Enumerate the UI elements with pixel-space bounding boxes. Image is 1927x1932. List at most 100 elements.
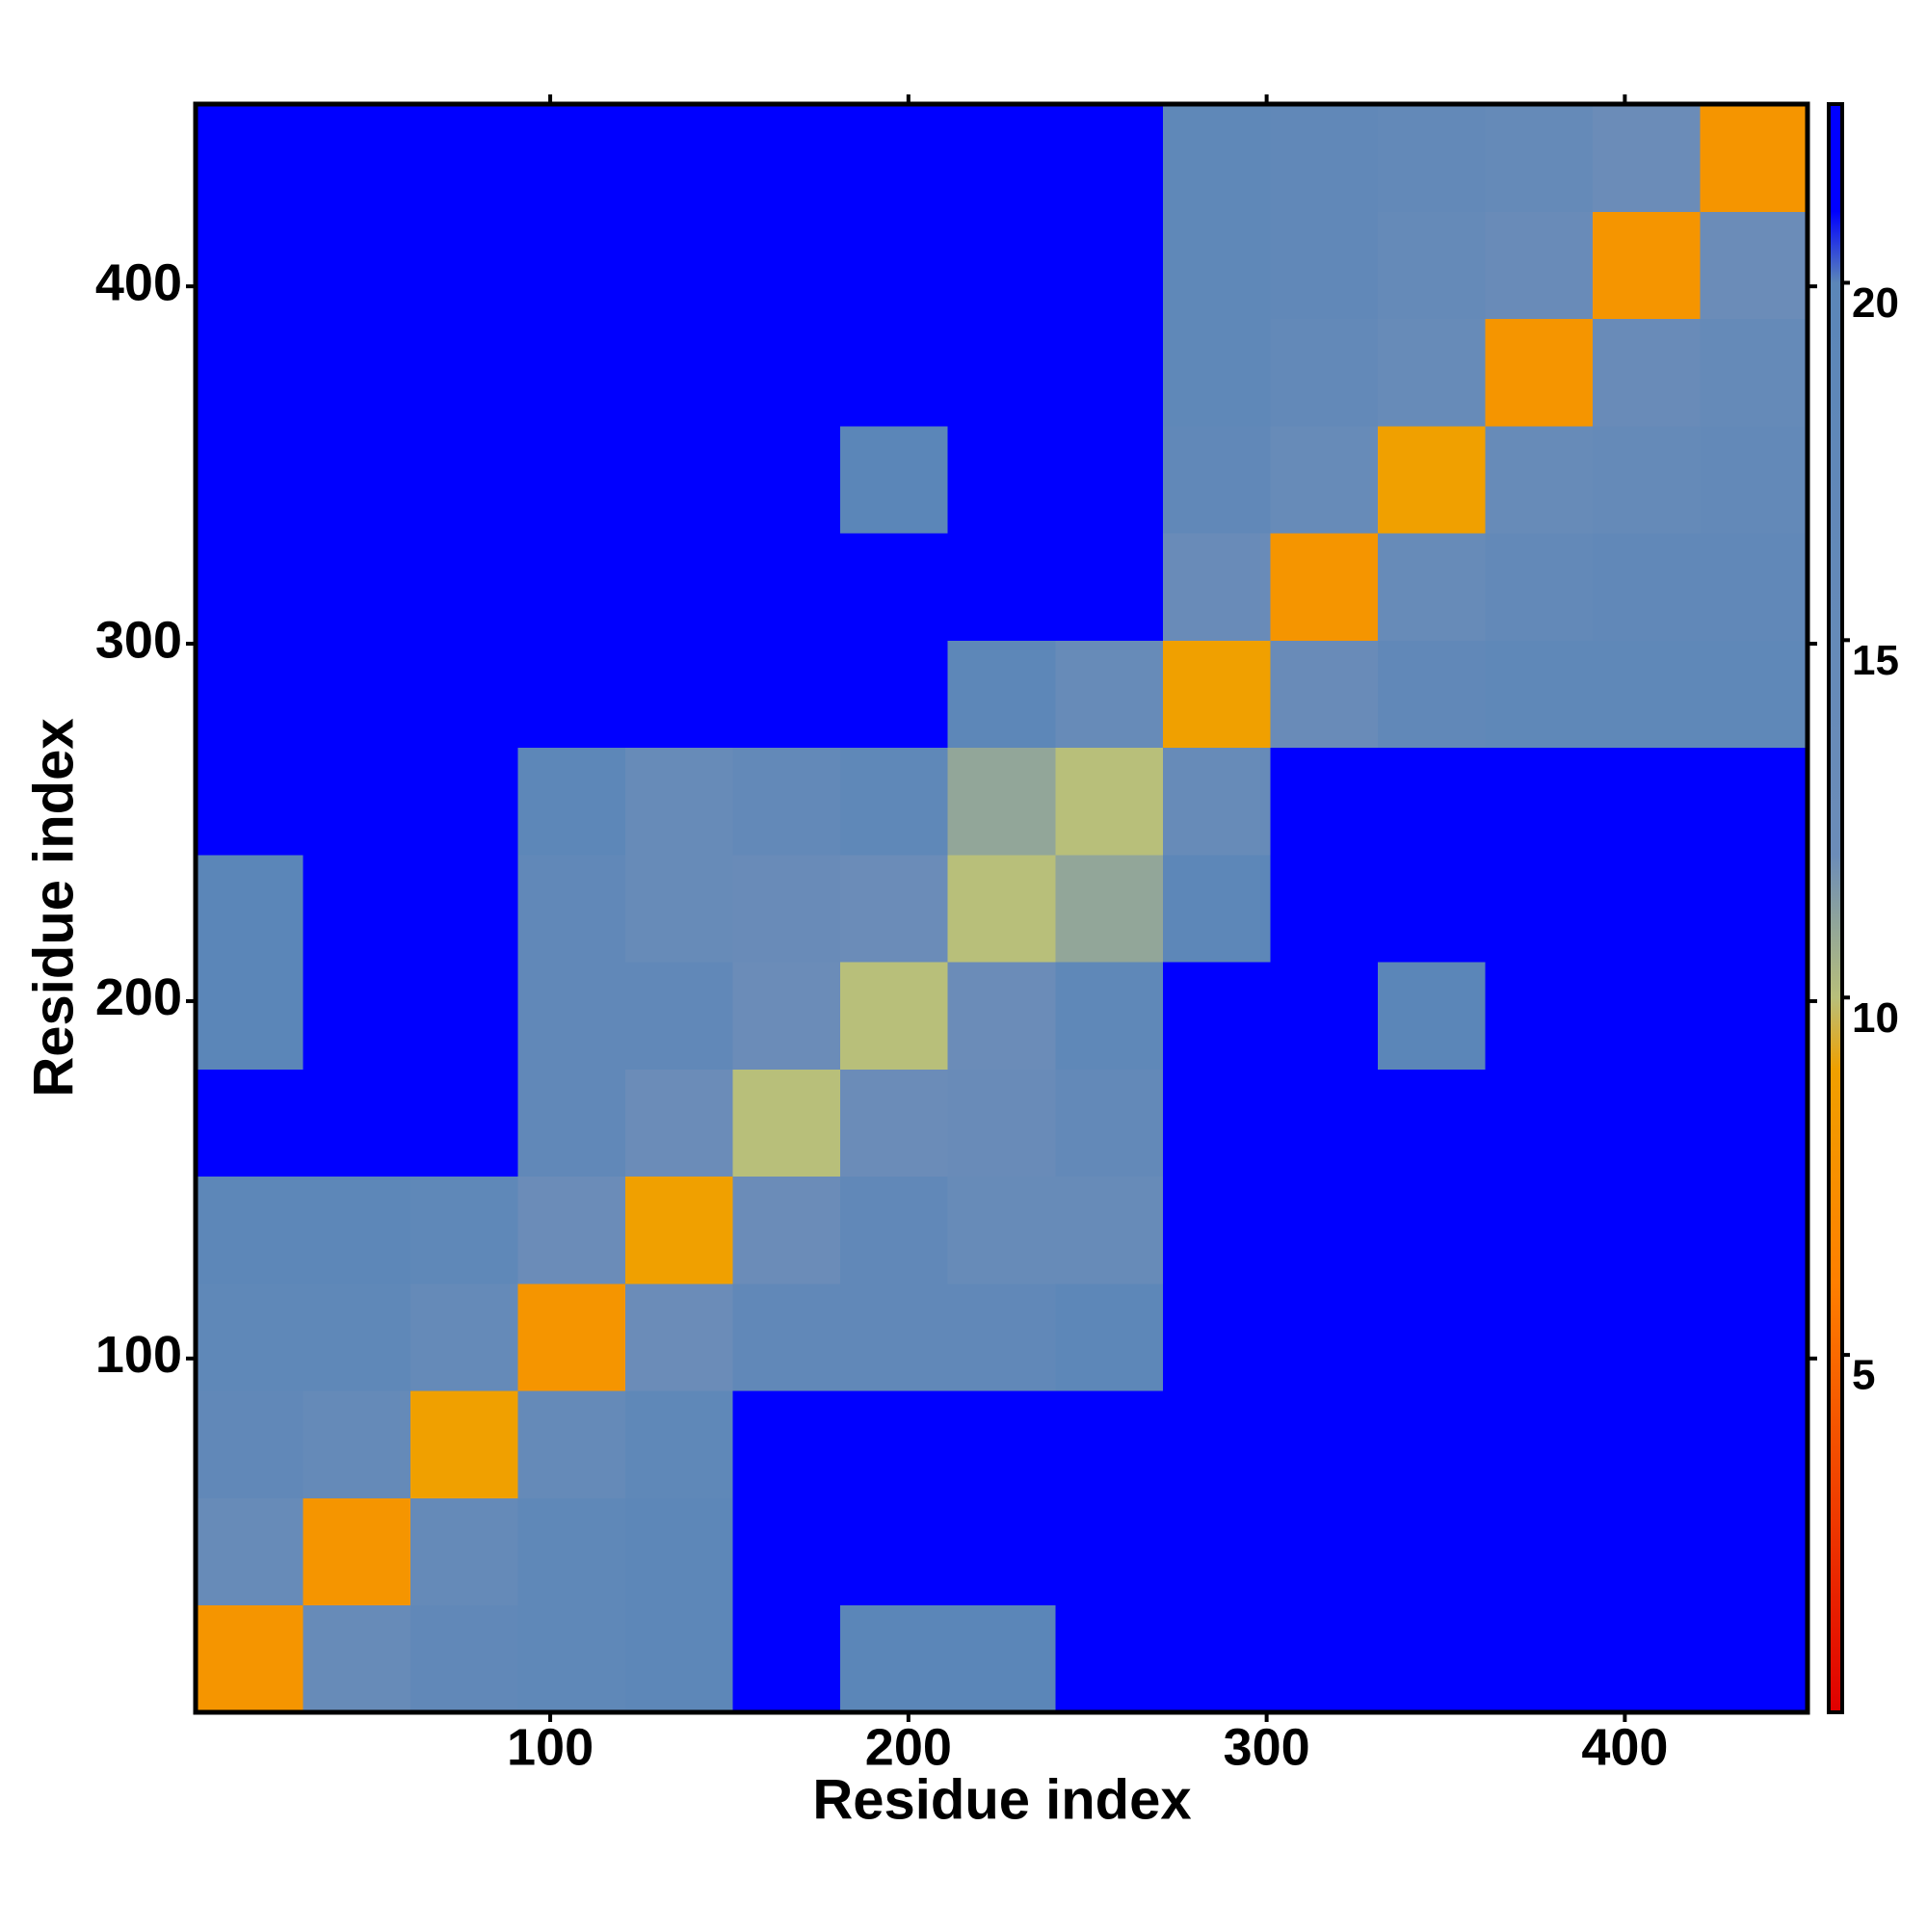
heatmap-cell (625, 1069, 734, 1178)
heatmap-cell (303, 1283, 411, 1391)
heatmap-cell (1485, 211, 1594, 320)
heatmap-cell (1377, 1390, 1486, 1498)
heatmap-cell (625, 1390, 734, 1498)
heatmap-cell (1377, 747, 1486, 856)
heatmap-cell (840, 640, 949, 749)
heatmap-cell (196, 211, 304, 320)
heatmap-cell (410, 1497, 519, 1606)
heatmap-cell (840, 318, 949, 427)
heatmap-cell (1485, 1176, 1594, 1284)
heatmap-cell (1592, 1176, 1701, 1284)
heatmap-cell (625, 1283, 734, 1391)
heatmap-cell (410, 318, 519, 427)
heatmap-cell (947, 104, 1056, 212)
y-tick-label: 200 (95, 968, 182, 1026)
heatmap-cell (840, 747, 949, 856)
heatmap-cell (732, 1497, 841, 1606)
heatmap-cell (1700, 211, 1808, 320)
heatmap-cell (947, 640, 1056, 749)
heatmap-cell (196, 1390, 304, 1498)
heatmap-cell (1055, 1390, 1164, 1498)
heatmap-cell (1485, 962, 1594, 1070)
heatmap-cell (1055, 1604, 1164, 1713)
heatmap-cell (303, 1390, 411, 1498)
colorbar-tick-label: 15 (1852, 637, 1899, 684)
heatmap-cell (1377, 640, 1486, 749)
heatmap-cell (1700, 640, 1808, 749)
heatmap-cell (947, 1497, 1056, 1606)
heatmap-cell (1055, 1283, 1164, 1391)
heatmap-cell (1055, 533, 1164, 641)
heatmap-cell (732, 1604, 841, 1713)
heatmap-cell (1377, 854, 1486, 963)
heatmap-cell (1270, 318, 1379, 427)
heatmap-cell (1700, 1176, 1808, 1284)
heatmap-cell (947, 1283, 1056, 1391)
x-tick-label: 100 (507, 1718, 594, 1776)
heatmap-cell (1377, 1283, 1486, 1391)
heatmap-cell (1485, 104, 1594, 212)
heatmap-cell (410, 211, 519, 320)
heatmap-cell (1377, 533, 1486, 641)
heatmap-cell (625, 425, 734, 534)
heatmap-cell (1162, 962, 1271, 1070)
heatmap-cell (732, 211, 841, 320)
heatmap-cell (517, 1497, 626, 1606)
heatmap-cell (196, 1604, 304, 1713)
heatmap-cell (732, 1283, 841, 1391)
heatmap-cell (1485, 1283, 1594, 1391)
heatmap-cell (1700, 533, 1808, 641)
heatmap-cell (1377, 1604, 1486, 1713)
heatmap-cell (840, 1604, 949, 1713)
heatmap-cell (517, 1283, 626, 1391)
y-tick-label: 300 (95, 611, 182, 669)
heatmap-cell (1485, 318, 1594, 427)
heatmap-cell (1055, 425, 1164, 534)
heatmap-cell (1377, 425, 1486, 534)
heatmap-cell (517, 854, 626, 963)
heatmap-cell (732, 854, 841, 963)
heatmap-cell (840, 1069, 949, 1178)
heatmap-cell (1485, 747, 1594, 856)
y-tick-label: 100 (95, 1326, 182, 1384)
heatmap-cell (947, 1390, 1056, 1498)
heatmap-cell (1162, 854, 1271, 963)
heatmap-cell (732, 1069, 841, 1178)
y-tick-label: 400 (95, 253, 182, 311)
heatmap-cell (1377, 1497, 1486, 1606)
heatmap-cell (840, 533, 949, 641)
heatmap-cell (1055, 747, 1164, 856)
heatmap-cell (947, 747, 1056, 856)
heatmap-cell (1485, 425, 1594, 534)
heatmap-cell (410, 854, 519, 963)
heatmap-cell (1377, 104, 1486, 212)
heatmap-cell (410, 962, 519, 1070)
heatmap-cell (947, 1069, 1056, 1178)
heatmap-cell (840, 425, 949, 534)
heatmap-cell (1270, 104, 1379, 212)
heatmap-cell (947, 1176, 1056, 1284)
heatmap-cell (1162, 640, 1271, 749)
heatmap-cell (1162, 1069, 1271, 1178)
colorbar-tick-label: 20 (1852, 279, 1899, 327)
heatmap-cell (1270, 211, 1379, 320)
heatmap-cell (1055, 318, 1164, 427)
heatmap-cell (410, 1283, 519, 1391)
heatmap-cell (517, 211, 626, 320)
heatmap-cell (303, 854, 411, 963)
heatmap-cell (947, 1604, 1056, 1713)
heatmap-cell (1592, 104, 1701, 212)
heatmap-cell (410, 533, 519, 641)
heatmap-cell (410, 1069, 519, 1178)
heatmap-cell (517, 962, 626, 1070)
heatmap-cell (732, 962, 841, 1070)
heatmap-cell (625, 1497, 734, 1606)
heatmap-cell (1592, 533, 1701, 641)
heatmap-cell (1485, 640, 1594, 749)
heatmap-cell (1700, 962, 1808, 1070)
heatmap-cell (1485, 1604, 1594, 1713)
heatmap-cell (732, 640, 841, 749)
colorbar-tick-label: 10 (1852, 994, 1899, 1042)
